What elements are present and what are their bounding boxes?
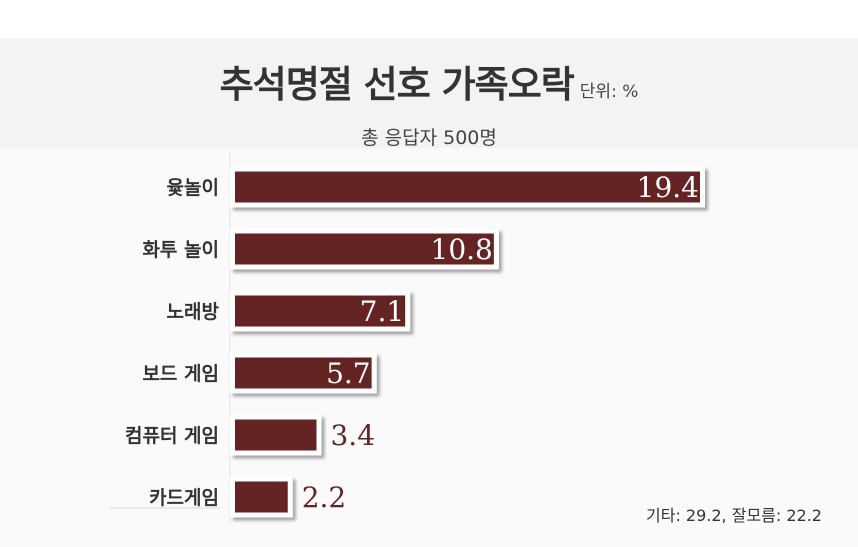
category-label-1: 윷놀이 [167, 177, 219, 199]
category-label-4: 보드 게임 [142, 363, 219, 385]
bar-3 [235, 295, 406, 327]
title-row: 추석명절 선호 가족오락 단위: % [0, 54, 858, 108]
chart-subtitle: 총 응답자 500명 [361, 127, 497, 149]
category-label-5: 컴퓨터 게임 [125, 425, 219, 447]
value-label-5: 3.4 [330, 419, 375, 452]
bar-6 [235, 481, 288, 513]
category-label-3: 노래방 [167, 301, 220, 323]
chart-title: 추석명절 선호 가족오락 [219, 63, 575, 106]
value-label-1: 19.4 [637, 171, 699, 204]
bar-2 [235, 233, 494, 265]
bars-layer: 윷놀이 19.4 화투 놀이 10.8 노래방 7.1 보드 게임 5.7 컴퓨터 게임 3.4 카… [125, 166, 705, 518]
category-label-2: 화투 놀이 [142, 239, 219, 261]
bar-1 [235, 171, 700, 203]
header-band [0, 38, 858, 148]
bar-5 [235, 419, 317, 451]
value-label-3: 7.1 [360, 295, 405, 328]
value-label-2: 10.8 [431, 233, 493, 266]
value-label-4: 5.7 [326, 357, 371, 390]
chart-footnote: 기타: 29.2, 잘모름: 22.2 [646, 506, 822, 525]
value-label-6: 2.2 [302, 481, 347, 514]
bar-4 [235, 357, 372, 389]
plot-band [0, 148, 858, 547]
category-label-6: 카드게임 [149, 487, 219, 509]
chart-unit: 단위: % [579, 82, 639, 102]
